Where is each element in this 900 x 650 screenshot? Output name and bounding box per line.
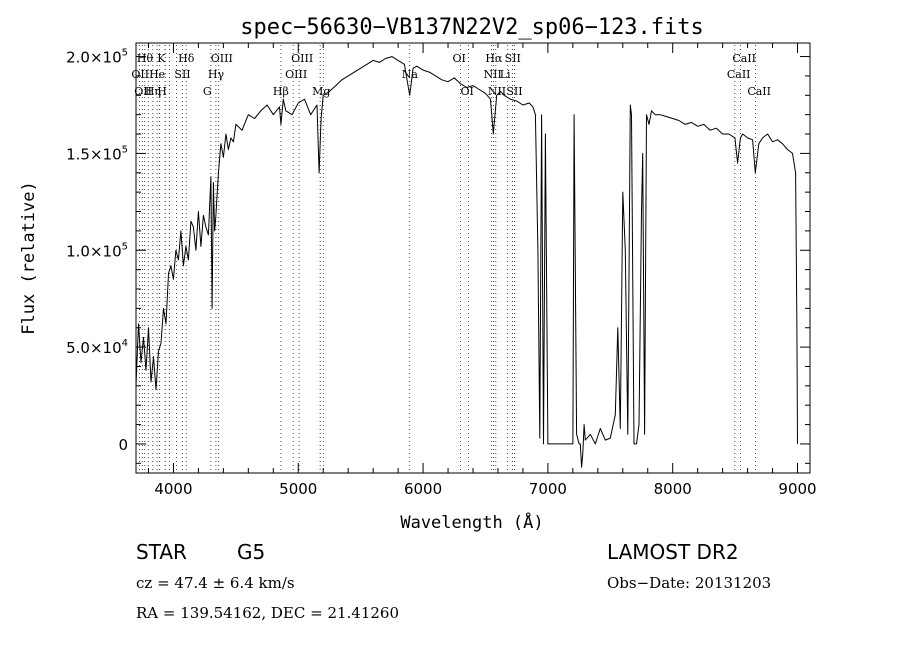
line-label-32: CaII bbox=[747, 85, 771, 98]
y-tick-label-0: 0 bbox=[118, 436, 128, 454]
line-label-28: SII bbox=[505, 52, 521, 65]
y-tick-label-100000: 1.0×105 bbox=[66, 241, 128, 260]
line-label-23: OI bbox=[461, 85, 474, 98]
object-class: STAR bbox=[136, 540, 187, 564]
x-axis-label: Wavelength (Å) bbox=[400, 511, 543, 533]
x-tick-label-7000: 7000 bbox=[529, 480, 567, 498]
observation-date: Obs−Date: 20131203 bbox=[607, 574, 772, 592]
line-label-4: Hη bbox=[145, 85, 161, 98]
spectrum-series bbox=[135, 56, 798, 468]
x-tick-label-6000: 6000 bbox=[404, 480, 442, 498]
line-label-0: OII bbox=[131, 68, 149, 81]
line-label-24: NII bbox=[483, 68, 501, 81]
line-label-19: Mg bbox=[312, 85, 330, 98]
line-label-17: OIII bbox=[285, 68, 307, 81]
line-label-12: Hδ bbox=[178, 52, 195, 65]
y-axis-label: Flux (relative) bbox=[19, 181, 39, 335]
x-tick-label-9000: 9000 bbox=[778, 480, 816, 498]
chart-title: spec−56630−VB137N22V2_sp06−123.fits bbox=[240, 15, 704, 40]
line-label-8: H bbox=[157, 85, 167, 98]
y-tick-label-50000: 5.0×104 bbox=[66, 338, 128, 357]
coordinates: RA = 139.54162, DEC = 21.41260 bbox=[136, 604, 400, 622]
line-label-1: OII bbox=[134, 85, 152, 98]
spectrum-line bbox=[135, 56, 798, 468]
line-label-21: Na bbox=[402, 68, 419, 81]
line-label-7: K bbox=[157, 52, 166, 65]
x-tick-label-8000: 8000 bbox=[654, 480, 692, 498]
line-label-15: OIII bbox=[211, 52, 233, 65]
spectral-line-markers: OII OII Hθ Hη He K H SII Hδ G Hγ OIII Hβ OIII OIII Mg Na… bbox=[131, 45, 771, 473]
line-label-27: Li bbox=[500, 68, 511, 81]
axes: 4000 5000 6000 7000 8000 9000 0 5.0×104 1.0×105 1… bbox=[66, 42, 817, 498]
line-label-26: NII bbox=[488, 85, 506, 98]
line-label-30: CaII bbox=[727, 68, 751, 81]
line-label-18: OIII bbox=[291, 52, 313, 65]
line-label-5: He bbox=[149, 68, 165, 81]
redshift-cz: cz = 47.4 ± 6.4 km/s bbox=[136, 574, 295, 592]
line-label-13: G bbox=[203, 85, 212, 98]
y-tick-label-150000: 1.5×105 bbox=[66, 144, 128, 163]
object-subclass: G5 bbox=[237, 540, 266, 564]
x-tick-label-4000: 4000 bbox=[154, 480, 192, 498]
line-label-25: Hα bbox=[485, 52, 503, 65]
line-label-29: SII bbox=[506, 85, 522, 98]
plot-frame bbox=[135, 42, 811, 474]
x-tick-label-5000: 5000 bbox=[279, 480, 317, 498]
line-label-14: Hγ bbox=[208, 68, 225, 81]
survey-name: LAMOST DR2 bbox=[607, 540, 739, 564]
line-label-11: SII bbox=[174, 68, 190, 81]
line-label-22: OI bbox=[453, 52, 466, 65]
line-label-2: Hθ bbox=[137, 52, 154, 65]
y-tick-label-200000: 2.0×105 bbox=[66, 48, 128, 67]
line-label-31: CaII bbox=[732, 52, 756, 65]
line-label-16: Hβ bbox=[273, 85, 289, 98]
